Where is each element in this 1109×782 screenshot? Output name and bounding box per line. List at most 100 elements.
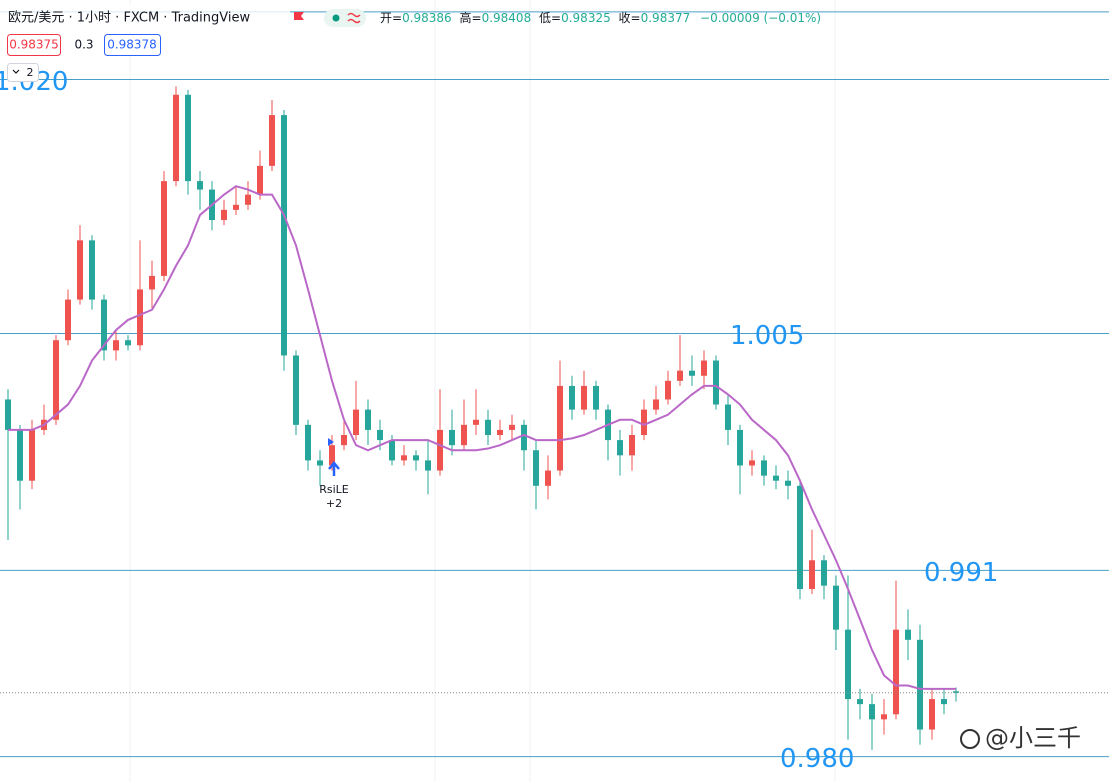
bid-box[interactable] bbox=[7, 34, 61, 56]
candle-body bbox=[293, 355, 299, 425]
candle-body bbox=[785, 480, 791, 486]
candle-body bbox=[821, 560, 827, 586]
signal-label: RsiLE bbox=[319, 483, 349, 496]
candle-body bbox=[149, 275, 155, 290]
candle-body bbox=[173, 94, 179, 182]
candle-body bbox=[257, 165, 263, 195]
candle-body bbox=[893, 629, 899, 715]
flag-icon[interactable] bbox=[294, 12, 304, 20]
candle-body bbox=[617, 440, 623, 456]
status-dot bbox=[332, 14, 340, 22]
ohlc-value: 0.98386 bbox=[402, 11, 452, 25]
candle-body bbox=[773, 475, 779, 481]
candle-body bbox=[269, 115, 275, 166]
candle-body bbox=[221, 209, 227, 221]
bid-price: 0.98375 bbox=[9, 38, 59, 52]
candle-body bbox=[413, 455, 419, 461]
ohlc-label: 高= bbox=[460, 10, 482, 25]
candle-body bbox=[665, 380, 671, 400]
candle-body bbox=[713, 360, 719, 405]
candle-body bbox=[689, 370, 695, 376]
level-label: 1.005 bbox=[730, 321, 804, 351]
candle-body bbox=[245, 194, 251, 205]
candle-body bbox=[125, 340, 131, 346]
candle-body bbox=[401, 455, 407, 461]
ohlc-label: 收= bbox=[619, 11, 641, 25]
candle-body bbox=[305, 424, 311, 461]
candle-body bbox=[521, 424, 527, 451]
change: −0.00009 (−0.01%) bbox=[700, 11, 821, 25]
watermark: @小三千 bbox=[960, 724, 1081, 752]
candle-body bbox=[593, 385, 599, 410]
signal-marker bbox=[328, 438, 334, 446]
status-icon bbox=[347, 12, 361, 24]
candle-body bbox=[797, 485, 803, 590]
candle-body bbox=[941, 699, 947, 705]
candle-body bbox=[101, 299, 107, 351]
signal: RsiLE +2 bbox=[319, 438, 349, 510]
candle-body bbox=[869, 704, 875, 720]
candle-body bbox=[341, 435, 347, 446]
header: 欧元/美元 · 1小时 · FXCM · TradingView 开=0.983… bbox=[0, 4, 821, 82]
candle-body bbox=[725, 404, 731, 430]
ohlc-legend: 开=0.98386 高=0.98408 低=0.98325 收=0.98377 … bbox=[380, 10, 821, 25]
candle-body bbox=[473, 419, 479, 425]
candle-body bbox=[185, 94, 191, 182]
candle-body bbox=[485, 419, 491, 436]
candle-body bbox=[857, 699, 863, 705]
candle-body bbox=[677, 370, 683, 381]
candle-body bbox=[629, 435, 635, 456]
candle-body bbox=[281, 115, 287, 356]
candle-body bbox=[5, 399, 11, 430]
level-label: 0.980 bbox=[780, 744, 854, 774]
candle-body bbox=[425, 460, 431, 471]
candle-body bbox=[389, 440, 395, 461]
level-label: 0.991 bbox=[924, 558, 998, 588]
candle-body bbox=[761, 460, 767, 476]
signal-qty: +2 bbox=[326, 497, 342, 510]
candle-body bbox=[353, 409, 359, 436]
watermark-text: @小三千 bbox=[985, 724, 1081, 752]
candle-body bbox=[329, 445, 335, 466]
ohlc-value: 0.98325 bbox=[561, 11, 611, 25]
status-pill[interactable] bbox=[324, 9, 366, 27]
candle-body bbox=[845, 629, 851, 700]
candle-body bbox=[653, 399, 659, 410]
candle-body bbox=[437, 429, 443, 471]
candle-body bbox=[137, 289, 143, 346]
candle-body bbox=[509, 424, 515, 430]
candle-body bbox=[29, 429, 35, 481]
candle-body bbox=[881, 714, 887, 720]
candle-body bbox=[317, 460, 323, 466]
candle-body bbox=[545, 470, 551, 486]
signal-arrow bbox=[328, 461, 340, 476]
candle-body bbox=[365, 409, 371, 430]
candle-body bbox=[701, 360, 707, 376]
candle-body bbox=[557, 385, 563, 471]
candle-body bbox=[497, 429, 503, 436]
candle-body bbox=[737, 429, 743, 466]
candle-body bbox=[749, 460, 755, 466]
candle-body bbox=[953, 691, 959, 693]
moving-average bbox=[8, 185, 956, 690]
candle-body bbox=[641, 409, 647, 436]
candle-body bbox=[461, 424, 467, 446]
candle-body bbox=[449, 429, 455, 446]
candle-body bbox=[833, 585, 839, 630]
collapse-button[interactable] bbox=[7, 63, 39, 82]
candle-body bbox=[197, 181, 203, 190]
chart-title: 欧元/美元 · 1小时 · FXCM · TradingView bbox=[8, 11, 250, 26]
watermark-icon bbox=[960, 729, 980, 749]
candle-body bbox=[161, 181, 167, 276]
chevron bbox=[12, 69, 20, 74]
ohlc-value: 0.98408 bbox=[482, 11, 532, 25]
collapse-count: 2 bbox=[27, 66, 34, 79]
candle-body bbox=[809, 560, 815, 590]
candle-body bbox=[65, 299, 71, 341]
ask-box[interactable] bbox=[104, 34, 161, 56]
header-bg bbox=[0, 4, 290, 32]
candle-body bbox=[89, 240, 95, 300]
